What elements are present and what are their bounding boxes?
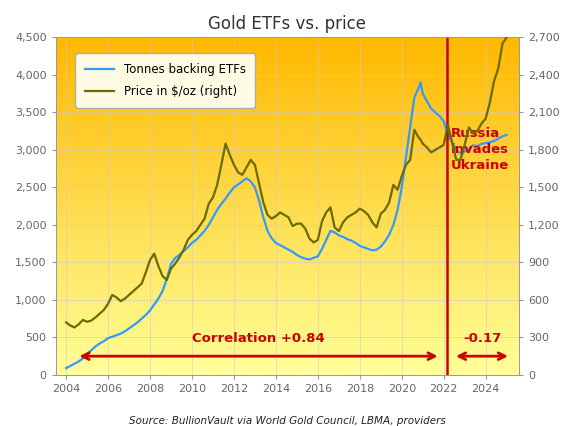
Tonnes backing ETFs [417,80,424,85]
Price in $/oz (right) [63,320,70,325]
Tonnes backing ETFs [197,233,204,238]
Line: Tonnes backing ETFs: Tonnes backing ETFs [66,82,507,368]
Price in $/oz (right) [419,141,426,146]
Price in $/oz (right) [402,162,409,167]
Tonnes backing ETFs [478,141,485,147]
Tonnes backing ETFs [63,366,70,371]
Price in $/oz (right) [71,325,78,330]
Price in $/oz (right) [478,121,485,126]
Price in $/oz (right) [201,216,208,221]
Price in $/oz (right) [382,207,389,213]
Title: Gold ETFs vs. price: Gold ETFs vs. price [208,15,366,33]
Tonnes backing ETFs [503,132,510,138]
Price in $/oz (right) [503,35,510,40]
Text: Russia
invades
Ukraine: Russia invades Ukraine [451,127,509,173]
Price in $/oz (right) [457,157,464,162]
Tonnes backing ETFs [398,185,405,190]
Tonnes backing ETFs [457,151,464,156]
Tonnes backing ETFs [419,91,426,96]
Line: Price in $/oz (right): Price in $/oz (right) [66,37,507,328]
Text: -0.17: -0.17 [463,332,501,345]
Tonnes backing ETFs [377,244,384,249]
Text: Source: BullionVault via World Gold Council, LBMA, providers: Source: BullionVault via World Gold Coun… [129,416,446,426]
Text: Correlation +0.84: Correlation +0.84 [192,332,325,345]
Legend: Tonnes backing ETFs, Price in $/oz (right): Tonnes backing ETFs, Price in $/oz (righ… [75,53,255,108]
